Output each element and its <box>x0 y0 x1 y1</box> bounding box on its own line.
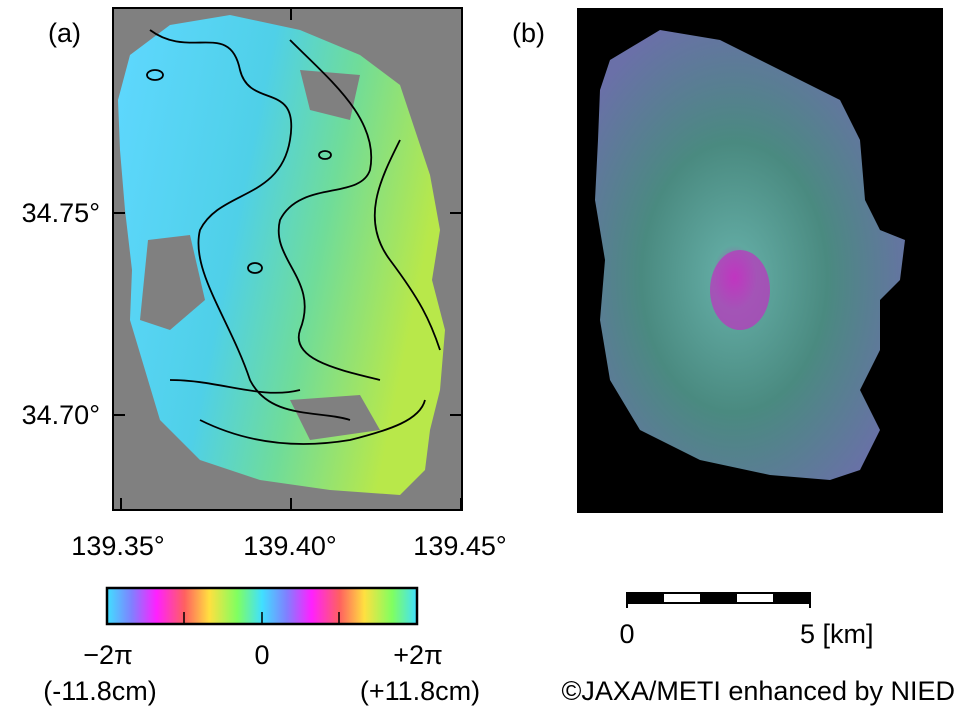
colorbar-label: −2π <box>83 640 132 670</box>
y-tick-label: 34.70° <box>22 400 100 430</box>
scale-bar <box>627 593 810 608</box>
x-tick-label: 139.35° <box>71 531 164 561</box>
scale-label: 5 [km] <box>800 619 874 649</box>
colorbar-label: 0 <box>254 640 269 670</box>
y-tick-label: 34.75° <box>22 198 100 228</box>
panel-label: (a) <box>48 18 81 48</box>
colorbar-label: +2π <box>393 640 442 670</box>
credit: ©JAXA/METI enhanced by NIED <box>561 676 955 706</box>
x-tick-label: 139.40° <box>243 531 336 561</box>
scale-label: 0 <box>619 619 634 649</box>
figure: (a) 34.75° 34.70° 139.35° 139.40° 139.45… <box>0 0 959 711</box>
colorbar-unit: (+11.8cm) <box>360 676 480 706</box>
crater <box>710 250 770 330</box>
panel-label: (b) <box>512 18 545 48</box>
x-tick-label: 139.45° <box>413 531 506 561</box>
colorbar-unit: (-11.8cm) <box>43 676 157 706</box>
